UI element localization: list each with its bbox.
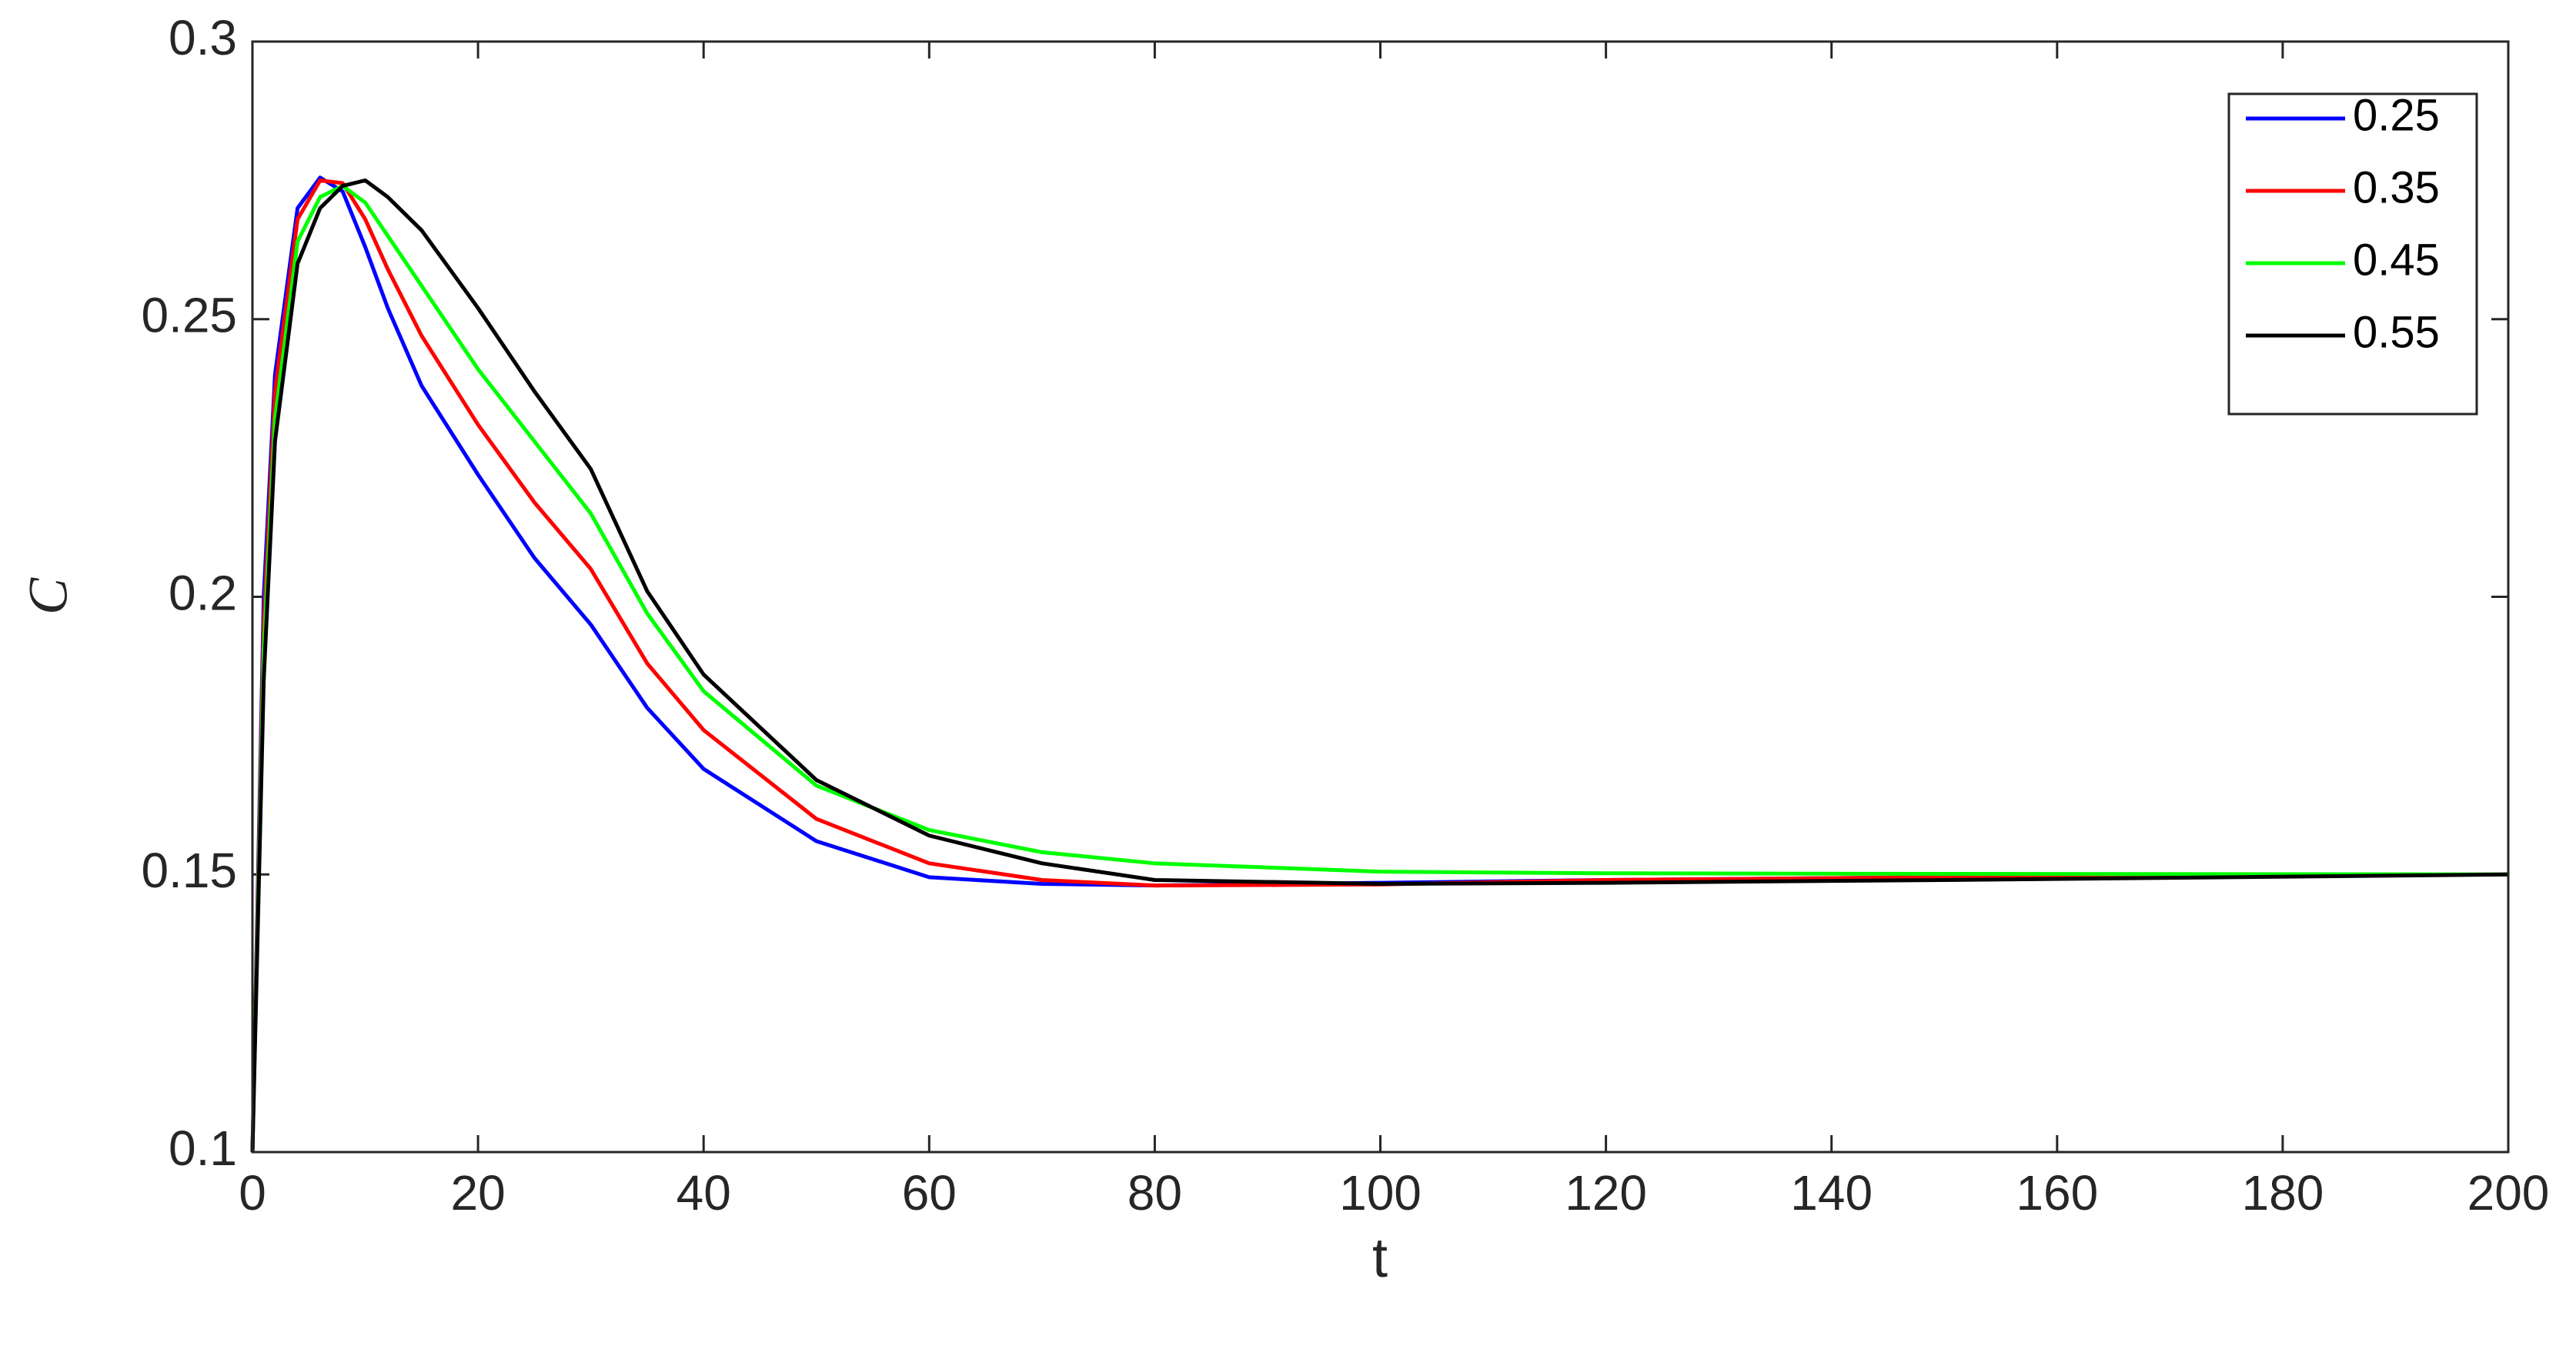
x-tick-label: 100 — [1339, 1165, 1422, 1221]
series-line — [250, 184, 2509, 1153]
x-tick-label: 120 — [1565, 1165, 1647, 1221]
y-tick-label: 0.15 — [141, 843, 237, 898]
y-tick-label: 0.2 — [169, 565, 237, 620]
legend-label: 0.45 — [2353, 235, 2440, 285]
y-axis-label: C — [18, 577, 79, 615]
series-line — [250, 178, 2509, 1153]
x-tick-label: 140 — [1790, 1165, 1873, 1221]
y-tick-label: 0.1 — [169, 1121, 237, 1176]
x-tick-label: 60 — [902, 1165, 957, 1221]
x-tick-label: 40 — [677, 1165, 731, 1221]
legend-label: 0.55 — [2353, 307, 2440, 357]
x-axis-label: t — [1372, 1227, 1388, 1289]
x-tick-label: 160 — [2016, 1165, 2098, 1221]
series-line — [250, 178, 2509, 1153]
x-tick-label: 20 — [451, 1165, 506, 1221]
plot-frame — [251, 40, 2510, 1154]
legend-box — [2227, 92, 2478, 416]
y-tick-label: 0.3 — [169, 10, 237, 65]
legend: 0.25 0.35 0.45 0.55 — [2227, 90, 2478, 416]
x-tick-label: 200 — [2467, 1165, 2550, 1221]
y-tick-label: 0.25 — [141, 288, 237, 343]
x-tick-label: 180 — [2242, 1165, 2324, 1221]
legend-label: 0.25 — [2353, 90, 2440, 140]
x-tick-label: 80 — [1128, 1165, 1182, 1221]
x-tick-label: 0 — [239, 1165, 266, 1221]
legend-label: 0.35 — [2353, 162, 2440, 212]
